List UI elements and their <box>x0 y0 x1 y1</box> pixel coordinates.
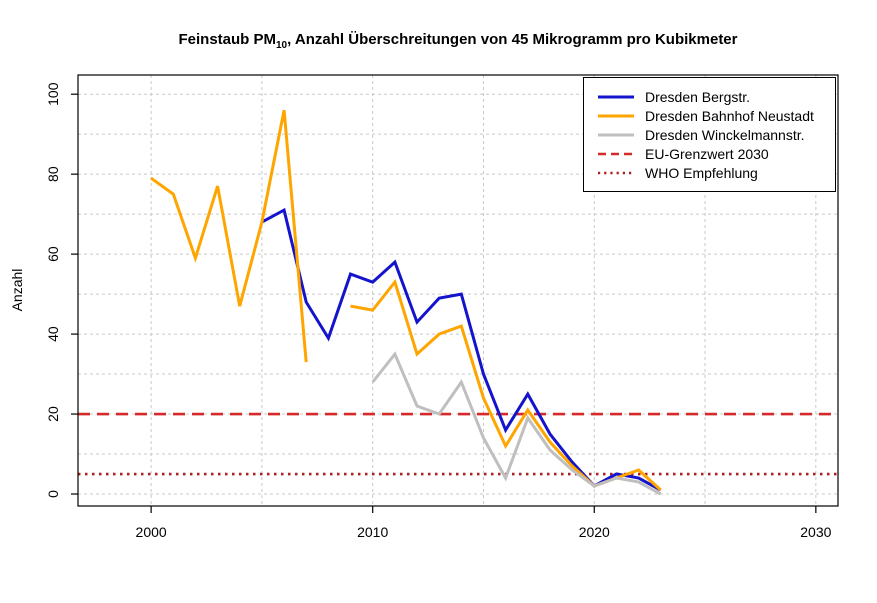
x-tick-label: 2010 <box>357 524 388 540</box>
series-line-dresden-bahnhof-neustadt <box>150 109 308 363</box>
legend-label: Dresden Winckelmannstr. <box>645 126 805 143</box>
series-line-dresden-bahnhof-neustadt <box>350 278 662 492</box>
legend-line-sample <box>598 95 634 98</box>
legend-label: Dresden Bahnhof Neustadt <box>645 107 814 124</box>
legend-line-sample <box>598 133 634 136</box>
plot-border <box>77 74 839 507</box>
chart-title-subscript: 10 <box>276 40 288 51</box>
x-tick-label: 2000 <box>136 524 167 540</box>
series-line-dresden-winckelmannstr <box>371 351 662 496</box>
legend-line-sample <box>598 171 634 174</box>
x-tick-label: 2020 <box>579 524 610 540</box>
y-tick-label: 60 <box>45 246 61 262</box>
legend-entry-who-empfehlung: WHO Empfehlung <box>598 163 835 182</box>
y-tick-label: 20 <box>45 406 61 422</box>
chart-title-prefix: Feinstaub PM <box>178 31 276 48</box>
series-line-dresden-bergstr <box>261 207 662 492</box>
legend-label: Dresden Bergstr. <box>645 88 751 105</box>
chart-title-suffix: , Anzahl Überschreitungen von 45 Mikrogr… <box>287 31 738 48</box>
y-tick-label: 0 <box>45 490 61 498</box>
legend-line-sample <box>598 152 634 155</box>
legend-entry-dresden-bahnhof-neustadt: Dresden Bahnhof Neustadt <box>598 106 835 125</box>
y-tick-label: 100 <box>45 82 61 106</box>
legend-line-sample <box>598 114 634 117</box>
legend-entry-eu-grenzwert-2030: EU-Grenzwert 2030 <box>598 144 835 163</box>
legend-label: WHO Empfehlung <box>645 164 758 181</box>
legend-label: EU-Grenzwert 2030 <box>645 145 769 162</box>
legend-entry-dresden-winckelmannstr: Dresden Winckelmannstr. <box>598 125 835 144</box>
chart-title: Feinstaub PM10, Anzahl Überschreitungen … <box>78 31 838 51</box>
x-tick-label: 2030 <box>800 524 831 540</box>
y-tick-label: 40 <box>45 326 61 342</box>
y-tick-label: 80 <box>45 166 61 182</box>
y-axis-label: Anzahl <box>9 269 25 312</box>
legend-entry-dresden-bergstr: Dresden Bergstr. <box>598 87 835 106</box>
chart-legend: Dresden Bergstr. Dresden Bahnhof Neustadt… <box>583 77 836 192</box>
